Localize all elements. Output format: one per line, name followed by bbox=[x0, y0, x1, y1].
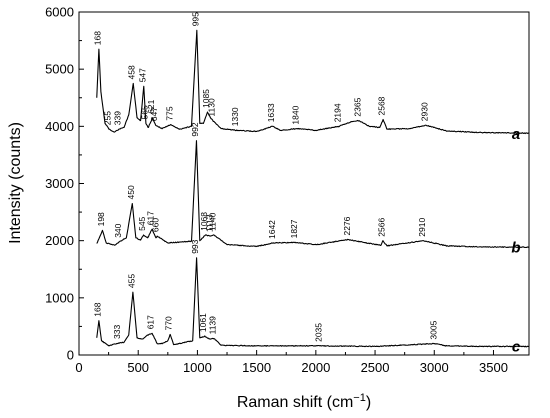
series-names: a b c bbox=[511, 126, 520, 356]
peak-label: 992 bbox=[190, 122, 200, 136]
peak-label: 1840 bbox=[290, 105, 300, 124]
y-tick-label: 0 bbox=[67, 348, 74, 363]
peak-label: 1130 bbox=[206, 98, 216, 117]
axis-ticks: 0 500 1000 1500 2000 2500 3000 3500 0 1000 2000 300… bbox=[45, 5, 508, 376]
peak-label: 775 bbox=[164, 106, 174, 120]
peak-label: 458 bbox=[127, 65, 137, 79]
peak-label: 621 bbox=[146, 99, 156, 113]
peak-label: 2035 bbox=[314, 323, 324, 342]
peak-label: 547 bbox=[137, 68, 147, 82]
peak-label: 340 bbox=[113, 223, 123, 237]
peak-label: 1139 bbox=[207, 316, 217, 335]
peak-label: 545 bbox=[137, 216, 147, 230]
peak-label: 2365 bbox=[353, 97, 363, 116]
plot-frame bbox=[78, 11, 530, 356]
x-tick-label: 3500 bbox=[479, 360, 508, 375]
x-axis-label-close: ) bbox=[366, 394, 371, 411]
y-tick-label: 6000 bbox=[45, 5, 74, 20]
spectrum-a bbox=[96, 29, 530, 135]
peak-label: 198 bbox=[96, 212, 106, 226]
y-tick-label: 3000 bbox=[45, 176, 74, 191]
peak-label: 617 bbox=[146, 315, 156, 329]
peak-label: 168 bbox=[92, 31, 102, 45]
y-tick-label: 5000 bbox=[45, 62, 74, 77]
peak-label: 1330 bbox=[230, 107, 240, 126]
peak-label: 1068 bbox=[199, 212, 209, 231]
peak-label: 1113 bbox=[204, 214, 214, 232]
x-tick-label: 0 bbox=[75, 360, 82, 375]
x-tick-label: 1000 bbox=[183, 360, 212, 375]
peak-label: 617 bbox=[146, 211, 156, 225]
peak-label: 2276 bbox=[342, 216, 352, 235]
peak-label: 647 bbox=[149, 107, 159, 121]
y-axis-label: Intensity (counts) bbox=[7, 122, 24, 244]
peak-label: 1827 bbox=[289, 219, 299, 238]
peak-label: 3005 bbox=[428, 320, 438, 339]
series-name-c: c bbox=[512, 338, 521, 355]
peak-label: 1140 bbox=[208, 212, 218, 231]
peak-label: 455 bbox=[126, 274, 136, 288]
peak-label: 2930 bbox=[420, 102, 430, 121]
y-tick-label: 2000 bbox=[45, 233, 74, 248]
peak-label: 565 bbox=[139, 105, 149, 119]
peak-label: 1633 bbox=[266, 103, 276, 122]
spectra bbox=[96, 29, 530, 348]
peak-label: 770 bbox=[164, 316, 174, 330]
peak-label: 255 bbox=[103, 111, 113, 125]
spectrum-b bbox=[96, 140, 530, 249]
x-tick-label: 500 bbox=[127, 360, 149, 375]
x-axis-label-superscript: −1 bbox=[353, 392, 366, 404]
spectrum-c bbox=[96, 257, 530, 348]
y-tick-label: 1000 bbox=[45, 290, 74, 305]
peak-label: 168 bbox=[92, 302, 102, 316]
x-tick-label: 3000 bbox=[420, 360, 449, 375]
peak-label: 1085 bbox=[201, 89, 211, 108]
peak-label: 2910 bbox=[417, 218, 427, 237]
peak-label: 450 bbox=[126, 185, 136, 199]
peak-label: 660 bbox=[151, 218, 161, 232]
peak-label: 1061 bbox=[198, 313, 208, 332]
peak-label: 2194 bbox=[332, 103, 342, 122]
x-tick-label: 1500 bbox=[242, 360, 271, 375]
peak-label: 1642 bbox=[267, 220, 277, 239]
x-tick-label: 2500 bbox=[361, 360, 390, 375]
peak-label: 333 bbox=[112, 325, 122, 339]
peak-label: 993 bbox=[190, 239, 200, 253]
y-tick-label: 4000 bbox=[45, 119, 74, 134]
series-name-b: b bbox=[511, 240, 520, 257]
peak-label: 2568 bbox=[377, 96, 387, 115]
peak-label: 339 bbox=[113, 111, 123, 125]
peak-label: 995 bbox=[190, 12, 200, 26]
series-name-a: a bbox=[512, 126, 520, 143]
x-axis-label: Raman shift (cm−1) bbox=[237, 392, 371, 411]
x-tick-label: 2000 bbox=[301, 360, 330, 375]
peak-label: 2566 bbox=[376, 218, 386, 237]
